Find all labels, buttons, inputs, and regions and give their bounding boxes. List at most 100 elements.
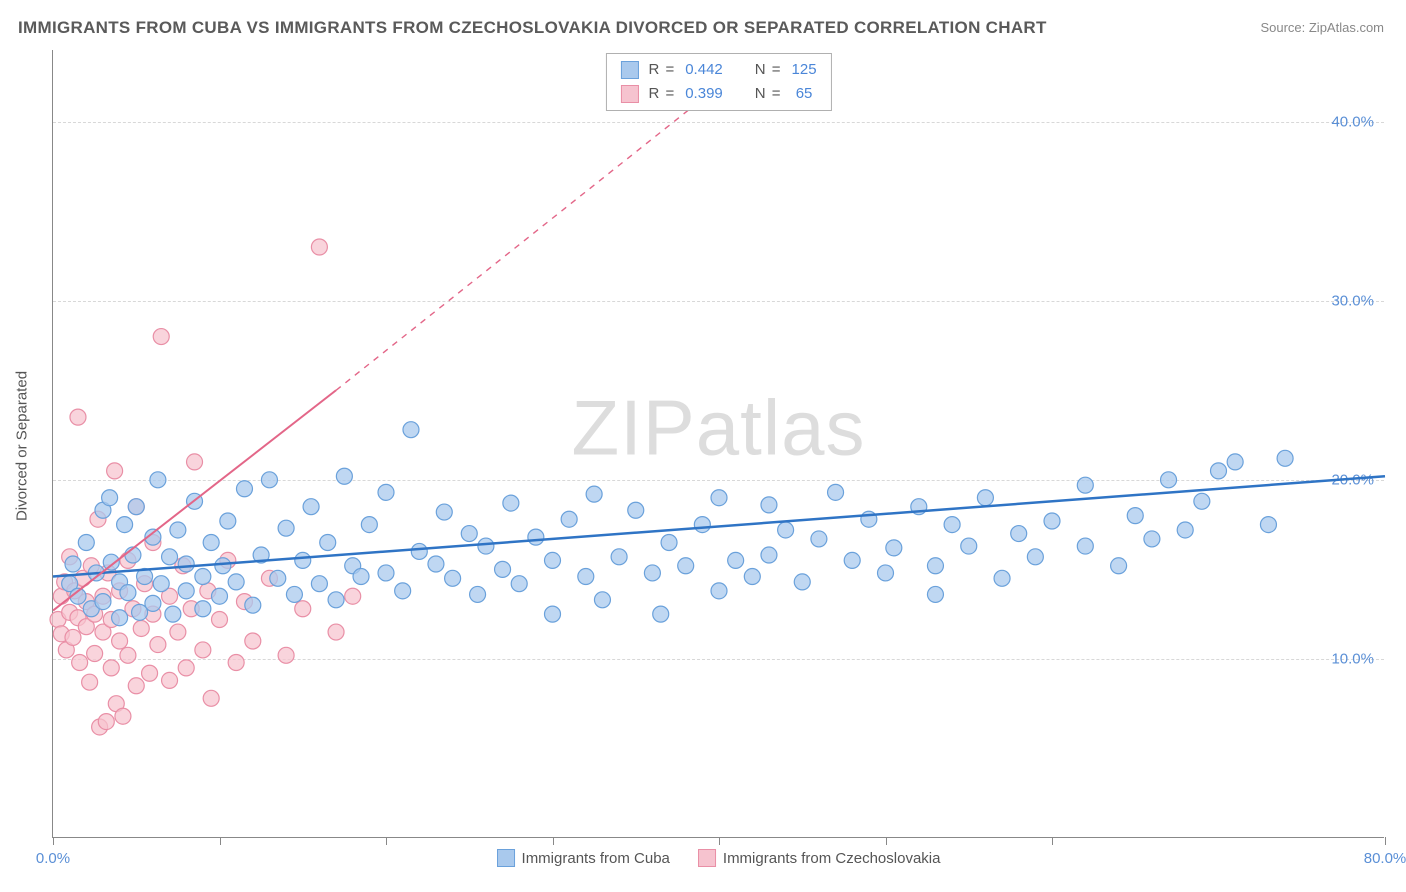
scatter-point-cuba [403,422,419,438]
stat-row-0: R = 0.442 N = 125 [620,58,816,82]
scatter-point-cuba [361,517,377,533]
scatter-point-czech [345,588,361,604]
scatter-point-cuba [245,597,261,613]
scatter-point-czech [187,454,203,470]
chart-title: IMMIGRANTS FROM CUBA VS IMMIGRANTS FROM … [18,18,1047,38]
x-tick [719,837,720,845]
plot-area: ZIPatlas R = 0.442 N = 125 R = 0.399 N =… [52,50,1384,838]
x-tick-label: 80.0% [1364,850,1406,867]
scatter-point-cuba [828,484,844,500]
scatter-point-cuba [236,481,252,497]
scatter-point-cuba [395,583,411,599]
scatter-point-cuba [470,586,486,602]
x-tick [220,837,221,845]
scatter-point-cuba [761,497,777,513]
scatter-point-cuba [1044,513,1060,529]
scatter-point-cuba [594,592,610,608]
scatter-point-cuba [162,549,178,565]
scatter-point-cuba [794,574,810,590]
scatter-point-cuba [78,535,94,551]
scatter-point-czech [87,646,103,662]
scatter-point-czech [112,633,128,649]
scatter-point-cuba [977,490,993,506]
scatter-point-cuba [328,592,344,608]
r-label-1: R = [648,82,675,106]
legend-swatch-cuba [497,849,515,867]
scatter-point-cuba [286,586,302,602]
trendline-dash-czech [336,86,719,390]
scatter-point-cuba [215,558,231,574]
x-tick [886,837,887,845]
x-tick-label: 0.0% [36,850,70,867]
legend-swatch-czech [698,849,716,867]
stat-row-1: R = 0.399 N = 65 [620,82,816,106]
scatter-point-cuba [311,576,327,592]
scatter-point-czech [150,637,166,653]
scatter-point-czech [70,409,86,425]
scatter-point-czech [295,601,311,617]
scatter-point-czech [82,674,98,690]
legend-item-cuba: Immigrants from Cuba [497,849,670,867]
scatter-point-cuba [270,570,286,586]
scatter-point-cuba [178,583,194,599]
scatter-point-cuba [1027,549,1043,565]
scatter-point-cuba [761,547,777,563]
legend-label-cuba: Immigrants from Cuba [522,850,670,867]
scatter-point-cuba [511,576,527,592]
source-label: Source: ZipAtlas.com [1260,20,1384,35]
stat-box: R = 0.442 N = 125 R = 0.399 N = 65 [605,53,831,111]
scatter-point-cuba [170,522,186,538]
scatter-point-czech [98,714,114,730]
scatter-point-cuba [1144,531,1160,547]
scatter-point-cuba [1161,472,1177,488]
scatter-point-cuba [261,472,277,488]
swatch-cuba [620,61,638,79]
scatter-point-cuba [120,585,136,601]
scatter-point-cuba [1194,493,1210,509]
x-tick [1385,837,1386,845]
n-val-1: 65 [792,82,813,106]
scatter-point-cuba [811,531,827,547]
scatter-point-cuba [927,586,943,602]
scatter-point-cuba [711,583,727,599]
scatter-point-cuba [578,569,594,585]
scatter-point-cuba [153,576,169,592]
scatter-point-cuba [103,554,119,570]
scatter-point-cuba [411,543,427,559]
scatter-point-cuba [303,499,319,515]
scatter-point-czech [103,660,119,676]
scatter-point-cuba [117,517,133,533]
n-val-0: 125 [792,58,817,82]
scatter-point-cuba [611,549,627,565]
legend-label-czech: Immigrants from Czechoslovakia [723,850,941,867]
y-axis-title: Divorced or Separated [14,371,31,521]
scatter-point-cuba [561,511,577,527]
scatter-point-cuba [150,472,166,488]
scatter-point-cuba [944,517,960,533]
scatter-point-cuba [95,594,111,610]
scatter-point-cuba [528,529,544,545]
scatter-point-cuba [165,606,181,622]
scatter-point-cuba [195,569,211,585]
scatter-point-cuba [1211,463,1227,479]
scatter-point-czech [328,624,344,640]
scatter-point-czech [203,690,219,706]
scatter-point-cuba [1227,454,1243,470]
chart-svg [53,50,1384,837]
scatter-point-cuba [145,595,161,611]
scatter-point-czech [65,629,81,645]
scatter-point-cuba [203,535,219,551]
scatter-point-cuba [1077,477,1093,493]
scatter-point-cuba [994,570,1010,586]
legend-bottom: Immigrants from Cuba Immigrants from Cze… [497,849,941,867]
scatter-point-cuba [428,556,444,572]
scatter-point-cuba [728,552,744,568]
scatter-point-cuba [295,552,311,568]
scatter-point-czech [115,708,131,724]
scatter-point-cuba [195,601,211,617]
scatter-point-cuba [102,490,118,506]
scatter-point-cuba [220,513,236,529]
scatter-point-cuba [378,565,394,581]
scatter-point-cuba [336,468,352,484]
scatter-point-cuba [128,499,144,515]
